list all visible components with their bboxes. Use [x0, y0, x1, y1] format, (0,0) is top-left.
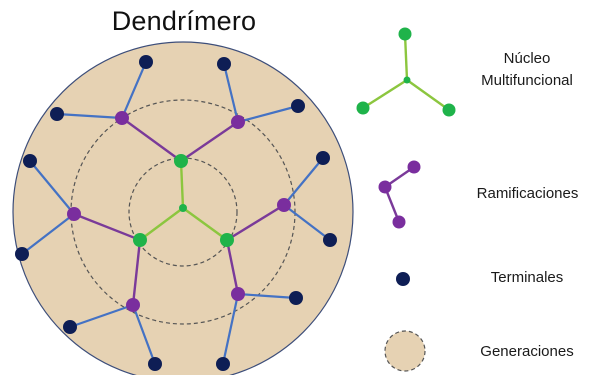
generation-circle-icon: [384, 330, 426, 372]
core-node: [133, 233, 147, 247]
terminal-nodes: [15, 55, 337, 371]
core-nodes: [133, 154, 234, 247]
terminal-node: [15, 247, 29, 261]
branch-node: [231, 115, 245, 129]
terminal-node: [216, 357, 230, 371]
branch-node: [115, 111, 129, 125]
core-links: [138, 159, 229, 242]
terminal-node: [148, 357, 162, 371]
terminal-node: [289, 291, 303, 305]
terminal-node: [139, 55, 153, 69]
legend-core-label: Núcleo Multifuncional: [462, 48, 592, 92]
terminal-links: [20, 60, 332, 366]
terminal-node: [50, 107, 64, 121]
terminal-node: [217, 57, 231, 71]
branch-node: [277, 198, 291, 212]
terminal-node: [316, 151, 330, 165]
branch-node: [126, 298, 140, 312]
branch-nodes: [67, 111, 291, 312]
diagram-title: Dendrímero: [111, 6, 257, 36]
terminal-dot-icon: [396, 272, 410, 286]
legend-core-line2: Multifuncional: [481, 72, 573, 89]
core-node: [220, 233, 234, 247]
terminal-node: [63, 320, 77, 334]
legend-generations-label: Generaciones: [480, 343, 574, 360]
branch-node: [231, 287, 245, 301]
legend-branches-label: Ramificaciones: [476, 185, 579, 202]
branch-links: [72, 116, 286, 307]
core-center-node: [179, 204, 187, 212]
core-icon: [356, 27, 456, 117]
branch-icon: [378, 160, 421, 229]
terminal-node: [291, 99, 305, 113]
core-node: [174, 154, 188, 168]
legend-terminals-label: Terminales: [490, 269, 564, 286]
legend-core-line1: Núcleo: [503, 50, 551, 67]
terminal-node: [23, 154, 37, 168]
terminal-node: [323, 233, 337, 247]
branch-node: [67, 207, 81, 221]
